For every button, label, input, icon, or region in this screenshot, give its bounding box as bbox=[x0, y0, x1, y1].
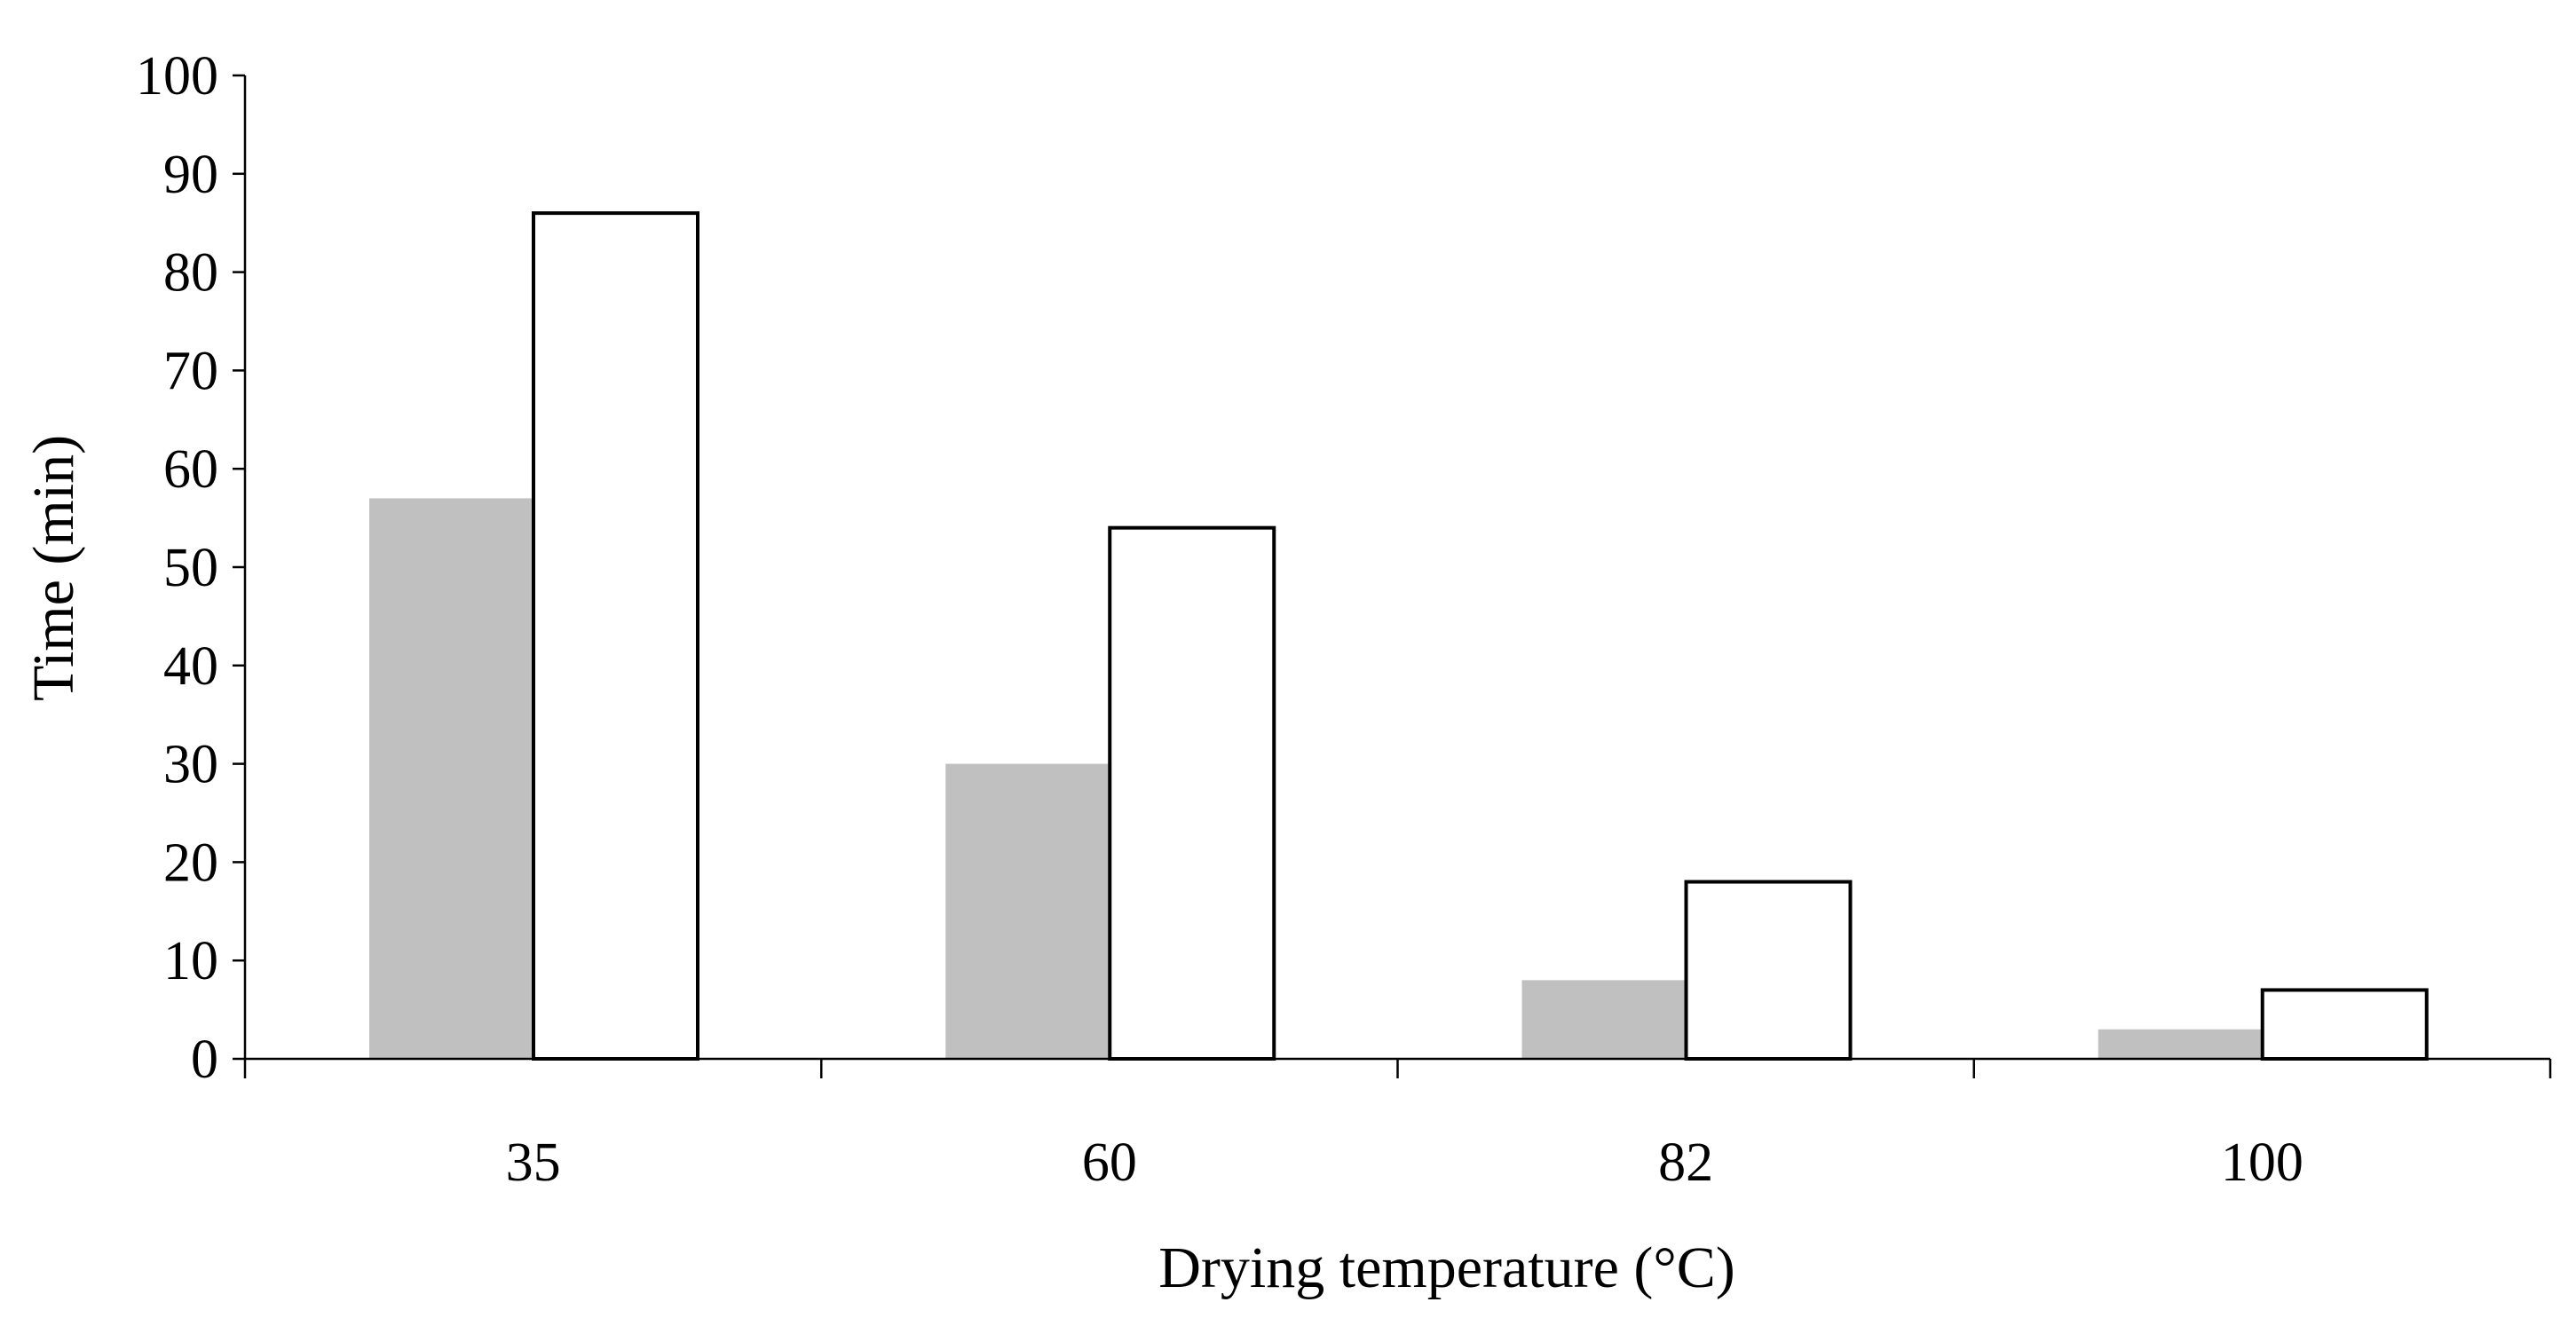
bar-series-1-100 bbox=[2098, 1029, 2263, 1059]
bar-series-1-60 bbox=[945, 763, 1110, 1059]
x-axis-title: Drying temperature (°C) bbox=[1158, 1235, 1735, 1300]
bars-group bbox=[369, 211, 2429, 1061]
bar-series-2-60 bbox=[1108, 525, 1276, 1061]
y-tick-label: 0 bbox=[191, 1030, 218, 1090]
x-tick-label: 100 bbox=[2221, 1133, 2303, 1193]
y-tick-label: 20 bbox=[163, 833, 218, 893]
y-tick-label: 30 bbox=[163, 735, 218, 795]
y-axis-title: Time (min) bbox=[21, 435, 86, 701]
y-tick-label: 70 bbox=[163, 341, 218, 401]
y-ticks-group: 0 10 20 30 40 50 60 70 80 90 100 bbox=[136, 46, 245, 1090]
y-tick-label: 100 bbox=[136, 46, 218, 107]
x-ticks-group: 35 60 82 100 bbox=[243, 1059, 2552, 1193]
y-tick-label: 60 bbox=[163, 439, 218, 500]
bar-series-2-35 bbox=[532, 211, 699, 1061]
y-tick-label: 10 bbox=[163, 931, 218, 991]
y-tick-label: 80 bbox=[163, 243, 218, 304]
bar-series-1-35 bbox=[369, 498, 533, 1059]
x-tick-label: 82 bbox=[1658, 1133, 1713, 1193]
bar-series-1-82 bbox=[1521, 980, 1687, 1059]
y-tick-label: 50 bbox=[163, 538, 218, 598]
bar-series-2-82 bbox=[1684, 880, 1853, 1061]
bar-series-2-100 bbox=[2260, 988, 2429, 1061]
y-tick-label: 40 bbox=[163, 636, 218, 697]
x-tick-label: 35 bbox=[506, 1133, 561, 1193]
x-tick-label: 60 bbox=[1082, 1133, 1137, 1193]
y-tick-label: 90 bbox=[163, 145, 218, 205]
